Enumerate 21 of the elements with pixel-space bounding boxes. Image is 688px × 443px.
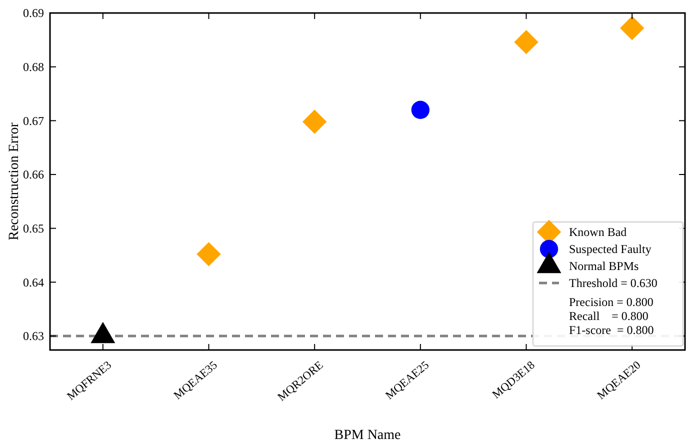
y-tick-label: 0.69 — [23, 6, 44, 20]
legend-label: Known Bad — [569, 225, 627, 240]
y-tick-label: 0.65 — [23, 222, 44, 236]
y-tick-label: 0.63 — [23, 329, 44, 344]
point — [411, 100, 430, 119]
y-tick-label: 0.68 — [23, 60, 44, 74]
legend-label: Suspected Faulty — [569, 242, 652, 256]
y-tick-label: 0.64 — [23, 275, 44, 290]
point — [620, 16, 644, 40]
x-axis-title: BPM Name — [334, 428, 401, 443]
annotation: Precision = 0.800 — [569, 295, 654, 310]
point — [196, 242, 221, 266]
legend-label: Threshold = 0.630 — [569, 276, 658, 290]
point — [514, 30, 538, 54]
y-axis-title: Reconstruction Error — [7, 122, 22, 240]
y-tick-label: 0.67 — [23, 114, 44, 128]
legend-label: Normal BPMs — [569, 259, 640, 274]
point — [302, 110, 327, 134]
y-tick-label: 0.66 — [23, 168, 44, 182]
annotation: F1-score = 0.800 — [569, 323, 654, 338]
annotation: Recall = 0.800 — [569, 309, 648, 324]
